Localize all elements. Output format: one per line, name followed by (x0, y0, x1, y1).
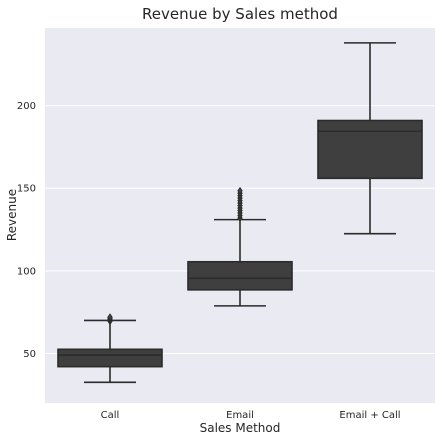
y-tick-label-200: 200 (17, 101, 36, 112)
y-axis-label: Revenue (5, 189, 19, 241)
box-group-email (187, 186, 293, 307)
outlier-point (237, 186, 243, 195)
y-tick-label-100: 100 (17, 266, 36, 277)
box-iqr (57, 348, 163, 368)
box-iqr (187, 260, 293, 291)
box-iqr (317, 119, 423, 180)
y-tick-label-150: 150 (17, 184, 36, 195)
x-tick-label-email-call: Email + Call (339, 410, 400, 421)
x-tick-label-call: Call (101, 410, 120, 421)
x-tick-label-email: Email (226, 410, 254, 421)
x-axis-label: Sales Method (200, 421, 281, 435)
box-series (57, 42, 423, 384)
x-axis-ticks: Call Email Email + Call (101, 410, 401, 421)
outlier-point (107, 313, 113, 322)
box-group-email-call (317, 42, 423, 235)
y-axis-ticks: 50 100 150 200 (17, 101, 36, 360)
box-group-call (57, 313, 163, 384)
y-tick-label-50: 50 (23, 349, 36, 360)
chart-title: Revenue by Sales method (142, 5, 338, 23)
